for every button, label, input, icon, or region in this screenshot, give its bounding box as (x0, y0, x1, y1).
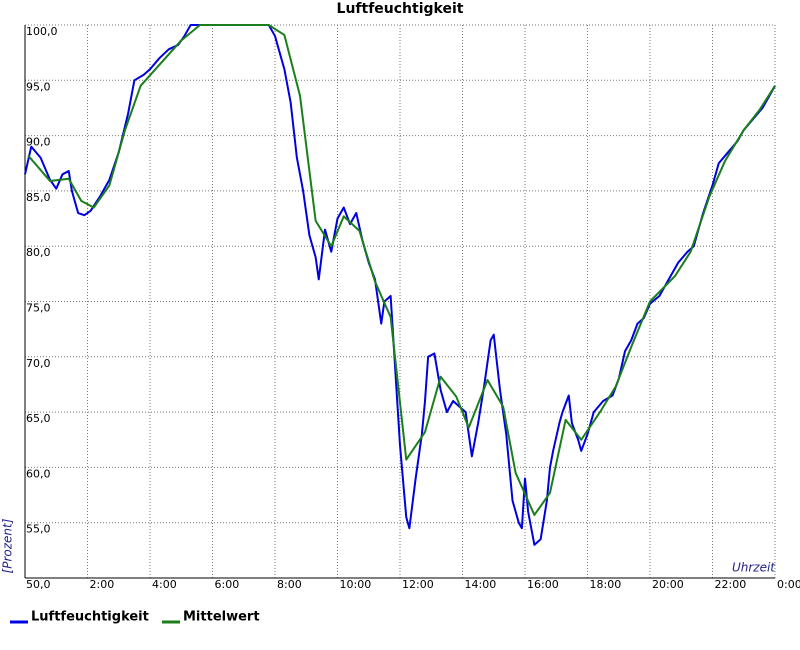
y-tick-label: 70,0 (26, 357, 51, 370)
data-line (27, 24, 776, 516)
legend-label: Mittelwert (183, 610, 260, 625)
x-tick-label: 2:00 (90, 578, 115, 591)
y-tick-label: 95,0 (26, 80, 51, 93)
y-tick-label: 90,0 (26, 136, 51, 149)
x-tick-label: 6:00 (215, 578, 240, 591)
y-tick-label: 60,0 (26, 467, 51, 480)
legend-label: Luftfeuchtigkeit (31, 610, 149, 625)
x-tick-label: 20:00 (652, 578, 684, 591)
y-tick-label: 50,0 (26, 578, 51, 591)
y-tick-label: 55,0 (26, 523, 51, 536)
y-tick-label: 75,0 (26, 302, 51, 315)
chart-title: Luftfeuchtigkeit (337, 1, 464, 17)
y-tick-label: 100,0 (26, 25, 58, 38)
data-line (24, 24, 776, 546)
x-tick-label: 10:00 (340, 578, 372, 591)
y-axis-label: [Prozent] (1, 518, 15, 573)
x-axis-label: Uhrzeit (732, 561, 776, 575)
y-tick-label: 65,0 (26, 412, 51, 425)
x-tick-label: 12:00 (402, 578, 434, 591)
y-tick-label: 85,0 (26, 191, 51, 204)
x-tick-label: 18:00 (590, 578, 622, 591)
x-tick-label: 14:00 (465, 578, 497, 591)
y-tick-label: 80,0 (26, 246, 51, 259)
x-tick-label: 16:00 (527, 578, 559, 591)
x-tick-label: 0:00 (777, 578, 800, 591)
x-tick-label: 4:00 (152, 578, 177, 591)
x-tick-label: 8:00 (277, 578, 302, 591)
x-tick-label: 22:00 (715, 578, 747, 591)
